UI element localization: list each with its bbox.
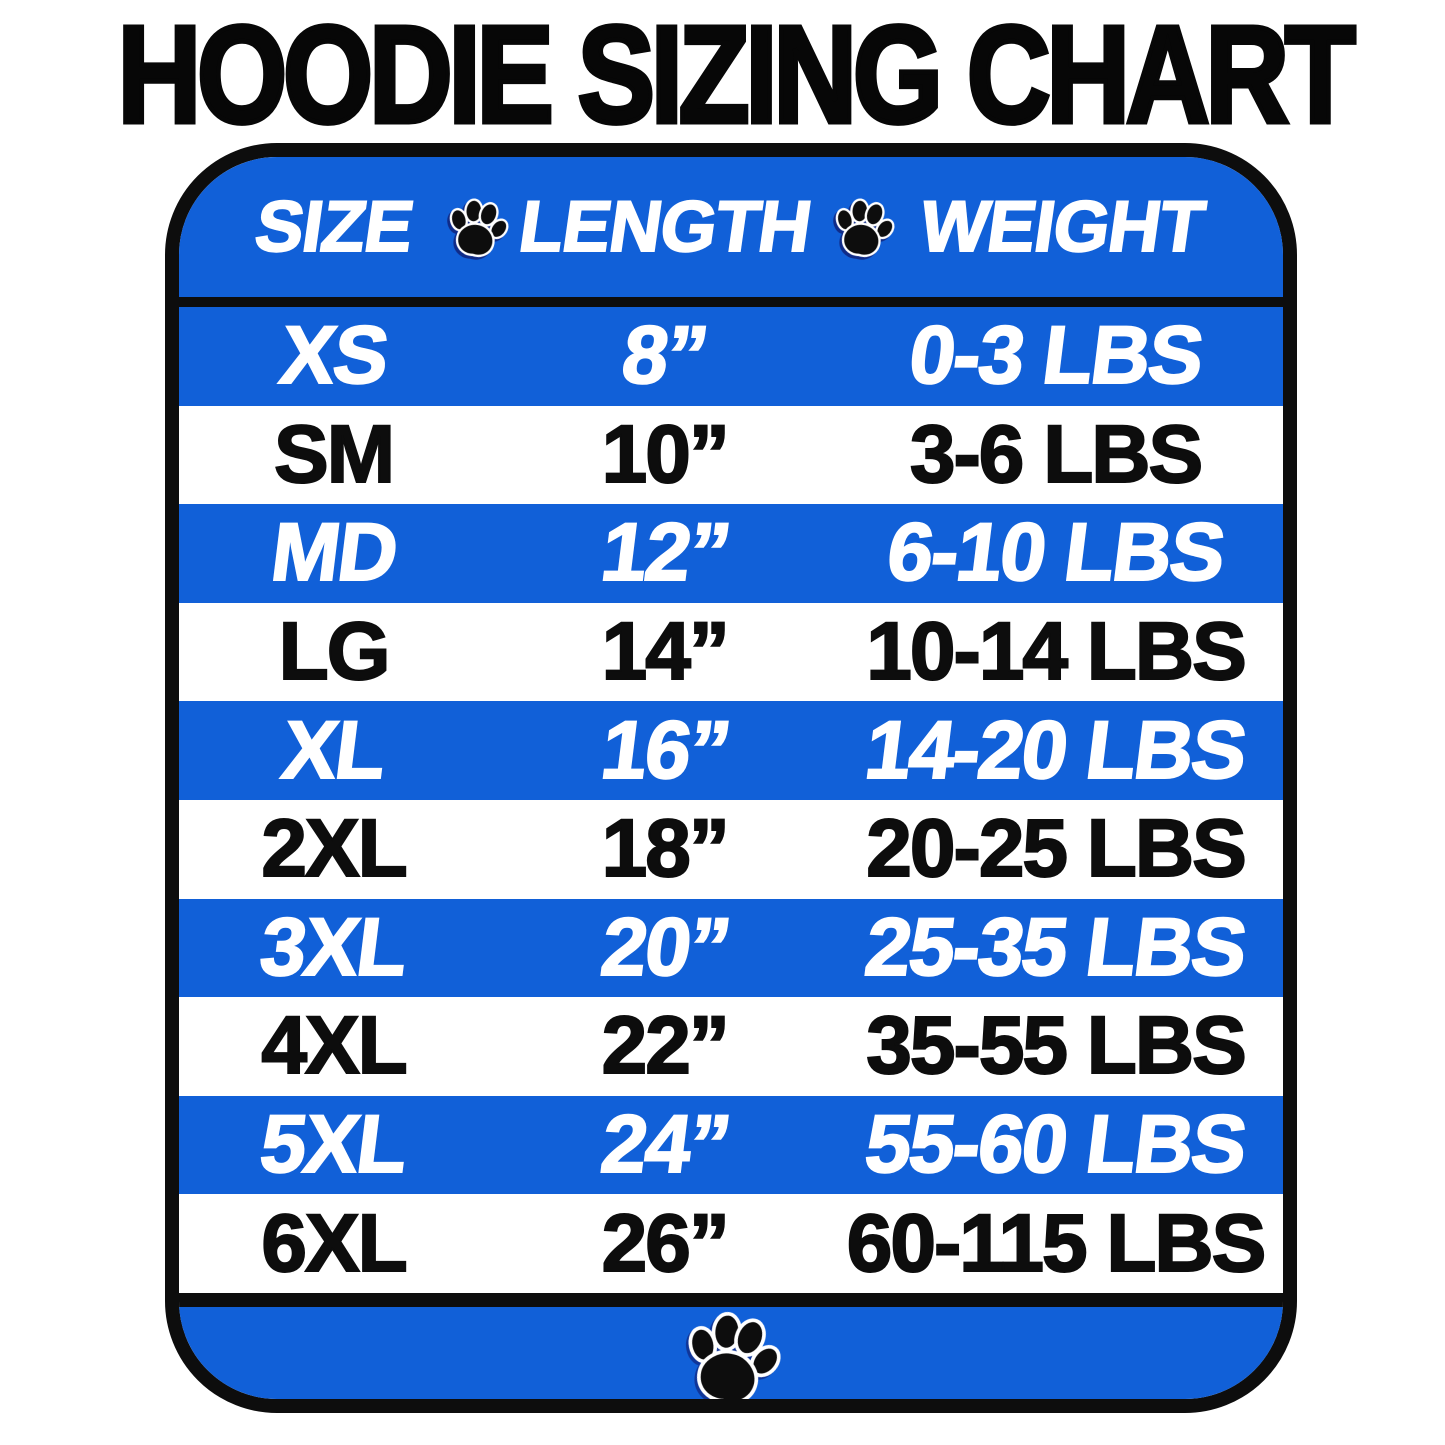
paw-print-icon: [825, 189, 901, 265]
size-cell: 4XL: [260, 1000, 408, 1092]
chart-title: HOODIE SIZING CHART: [115, 0, 1357, 152]
weight-cell: 3-6 LBS: [909, 408, 1204, 500]
length-cell: 10”: [601, 408, 731, 500]
table-row: XS 8” 0-3 LBS: [179, 307, 1283, 406]
size-cell: 6XL: [260, 1197, 408, 1289]
table-body: XS 8” 0-3 LBS SM 10” 3-6 LBS MD 12” 6-10…: [179, 307, 1283, 1293]
length-cell: 20”: [595, 901, 734, 994]
length-cell: 8”: [617, 309, 713, 402]
weight-cell: 35-55 LBS: [865, 1000, 1248, 1092]
weight-cell: 14-20 LBS: [860, 704, 1252, 797]
weight-cell: 0-3 LBS: [903, 309, 1207, 402]
paw-print-icon: [439, 189, 515, 265]
weight-cell: 25-35 LBS: [860, 901, 1252, 994]
size-cell: XL: [277, 704, 391, 797]
header-divider: [179, 297, 1283, 307]
table-row: LG 14” 10-14 LBS: [179, 602, 1283, 702]
weight-cell: 20-25 LBS: [865, 803, 1248, 895]
sizing-chart-card: SIZE LENGTH WEIGHT XS 8” 0-3 LBS SM 10” …: [165, 143, 1297, 1413]
table-row: 3XL 20” 25-35 LBS: [179, 898, 1283, 998]
table-row: 2XL 18” 20-25 LBS: [179, 799, 1283, 899]
header-cell-length: LENGTH: [513, 186, 816, 268]
length-cell: 26”: [601, 1197, 731, 1289]
size-cell: XS: [274, 309, 393, 402]
size-cell: 3XL: [255, 901, 413, 994]
length-cell: 12”: [595, 506, 734, 599]
size-cell: 2XL: [260, 803, 408, 895]
header-cell-weight: WEIGHT: [915, 186, 1210, 268]
length-cell: 18”: [601, 803, 731, 895]
size-cell: LG: [278, 606, 392, 698]
length-cell: 14”: [601, 606, 731, 698]
page-title: HOODIE SIZING CHART: [0, 0, 1445, 152]
table-row: XL 16” 14-20 LBS: [179, 701, 1283, 800]
length-cell: 22”: [601, 1000, 731, 1092]
weight-cell: 60-115 LBS: [846, 1197, 1268, 1289]
table-row: 5XL 24” 55-60 LBS: [179, 1095, 1283, 1195]
size-cell: SM: [273, 408, 396, 500]
table-row: 4XL 22” 35-55 LBS: [179, 997, 1283, 1096]
length-cell: 24”: [595, 1098, 734, 1191]
table-header: SIZE LENGTH WEIGHT: [179, 157, 1283, 297]
table-row: MD 12” 6-10 LBS: [179, 504, 1283, 603]
table-row: SM 10” 3-6 LBS: [179, 405, 1283, 505]
weight-cell: 6-10 LBS: [882, 506, 1230, 599]
weight-cell: 10-14 LBS: [865, 606, 1248, 698]
size-cell: 5XL: [255, 1098, 413, 1191]
footer-divider: [179, 1293, 1283, 1307]
weight-cell: 55-60 LBS: [860, 1098, 1252, 1191]
table-footer: [179, 1307, 1283, 1399]
table-row: 6XL 26” 60-115 LBS: [179, 1194, 1283, 1293]
paw-print-icon: [669, 1295, 792, 1413]
length-cell: 16”: [595, 704, 734, 797]
size-cell: MD: [265, 506, 402, 599]
